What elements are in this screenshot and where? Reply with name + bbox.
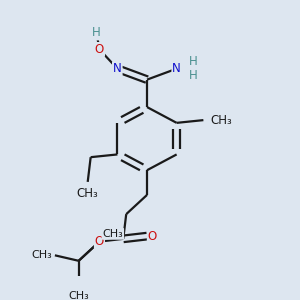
Text: O: O (148, 230, 157, 243)
Text: CH₃: CH₃ (102, 229, 123, 239)
Text: H: H (189, 69, 197, 82)
Text: H: H (189, 55, 197, 68)
Text: H: H (92, 26, 101, 40)
Text: CH₃: CH₃ (68, 291, 89, 300)
Text: N: N (172, 62, 181, 75)
Text: CH₃: CH₃ (31, 250, 52, 260)
Text: CH₃: CH₃ (211, 114, 232, 127)
Text: CH₃: CH₃ (77, 188, 99, 200)
Text: N: N (113, 62, 122, 75)
Text: O: O (95, 235, 104, 248)
Text: O: O (95, 43, 104, 56)
